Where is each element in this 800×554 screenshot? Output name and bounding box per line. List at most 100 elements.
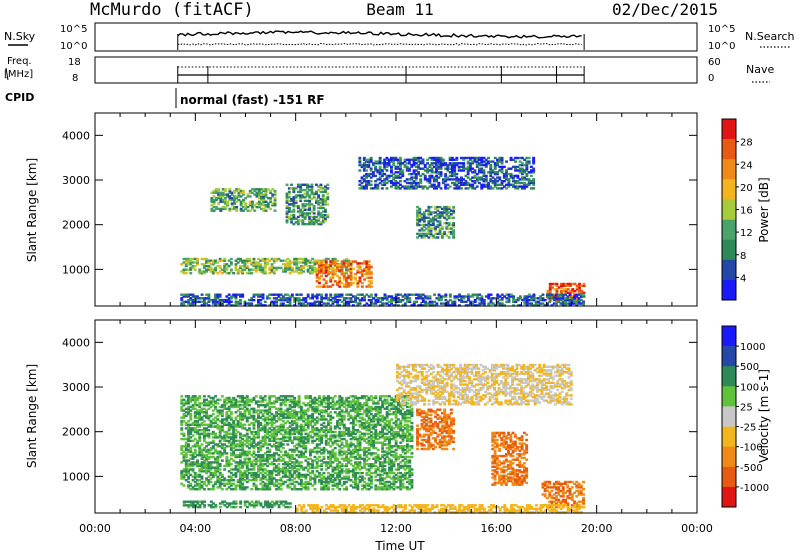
vel-cell (333, 441, 337, 444)
power-cell (202, 272, 206, 275)
power-cell (229, 270, 233, 273)
vel-cell (193, 395, 197, 398)
power-cell (453, 165, 457, 169)
power-cell (292, 196, 296, 199)
power-cell (257, 191, 261, 194)
vel-cell (250, 400, 254, 403)
power-cell (324, 304, 328, 307)
vel-cell (304, 445, 308, 448)
power-cell (568, 302, 572, 305)
vel-cell (261, 400, 265, 403)
power-cell (447, 222, 451, 225)
vel-cell (207, 441, 211, 444)
vel-cell (187, 459, 190, 462)
power-cell (376, 187, 380, 190)
power-cell (293, 270, 297, 273)
power-cell (430, 176, 434, 179)
power-cell (390, 160, 393, 163)
vel-cell (306, 463, 310, 466)
power-cell (239, 295, 242, 298)
power-cell (425, 227, 428, 230)
vel-cell (313, 409, 317, 412)
power-cell (324, 190, 327, 194)
power-cell (296, 210, 300, 213)
vel-cell (272, 439, 276, 443)
power-cell (235, 197, 239, 200)
vel-cell (293, 416, 297, 419)
power-cell (223, 300, 227, 303)
power-cell (487, 293, 491, 296)
vel-cell (191, 468, 195, 471)
power-cell (217, 207, 221, 211)
power-cell (308, 194, 312, 197)
vel-cell (191, 454, 195, 457)
power-cell (205, 293, 208, 296)
power-cell (367, 160, 371, 163)
power-cell (286, 293, 290, 296)
power-cell (306, 190, 309, 194)
power-cell (452, 232, 456, 236)
vel-cell (299, 464, 303, 468)
vel-cell (220, 479, 224, 482)
vel-cell (189, 473, 193, 477)
power-cell (385, 298, 389, 302)
power-cell (321, 210, 325, 213)
vel-cell (313, 400, 317, 403)
vel-cell (187, 420, 190, 423)
power-cell (313, 304, 317, 307)
vel-cell (216, 468, 220, 471)
power-cell (321, 215, 325, 219)
vel-cell (202, 436, 206, 439)
power-cell (457, 185, 461, 188)
power-cell (489, 187, 493, 190)
vel-cell (252, 430, 256, 434)
power-cell (214, 270, 217, 273)
vel-cell (263, 404, 267, 407)
vel-cell (290, 420, 294, 423)
power-cell (239, 300, 242, 303)
power-cell (507, 181, 511, 185)
vel-cell (286, 443, 290, 446)
vel-cell (187, 448, 190, 452)
power-cell (290, 203, 293, 206)
vel-cell (286, 414, 290, 418)
power-cell (523, 169, 527, 172)
vel-cell (187, 443, 190, 446)
power-cell (500, 302, 504, 305)
vel-cell (266, 464, 269, 468)
power-cell (534, 302, 538, 305)
power-cell (573, 282, 577, 286)
vel-cell (180, 448, 184, 452)
vel-cell (306, 482, 310, 485)
power-cell (189, 302, 193, 305)
vel-cell (275, 441, 278, 444)
power-cell (319, 212, 323, 215)
power-cell (311, 270, 315, 273)
power-cell (458, 293, 461, 296)
vel-cell (184, 452, 188, 455)
power-cell (324, 257, 328, 261)
power-cell (428, 304, 432, 307)
vel-cell (331, 475, 335, 478)
vel-cell (293, 471, 297, 475)
vel-cell (261, 457, 265, 460)
vel-cell (189, 400, 193, 403)
power-cell (205, 264, 208, 268)
power-cell (422, 234, 426, 237)
power-cell (193, 295, 197, 298)
power-cell (214, 189, 218, 193)
vel-cell (209, 468, 213, 471)
vel-cell (243, 452, 247, 455)
vel-cell (241, 446, 245, 450)
power-cell (471, 162, 475, 165)
power-cell (453, 169, 457, 172)
vel-cell (239, 473, 242, 477)
power-cell (354, 276, 357, 279)
vel-cell (302, 452, 306, 455)
vel-cell (257, 414, 260, 418)
power-cell (312, 215, 316, 219)
vel-cell (297, 461, 301, 464)
power-cell (523, 187, 527, 190)
power-cell (475, 156, 479, 160)
power-cell (351, 276, 355, 279)
